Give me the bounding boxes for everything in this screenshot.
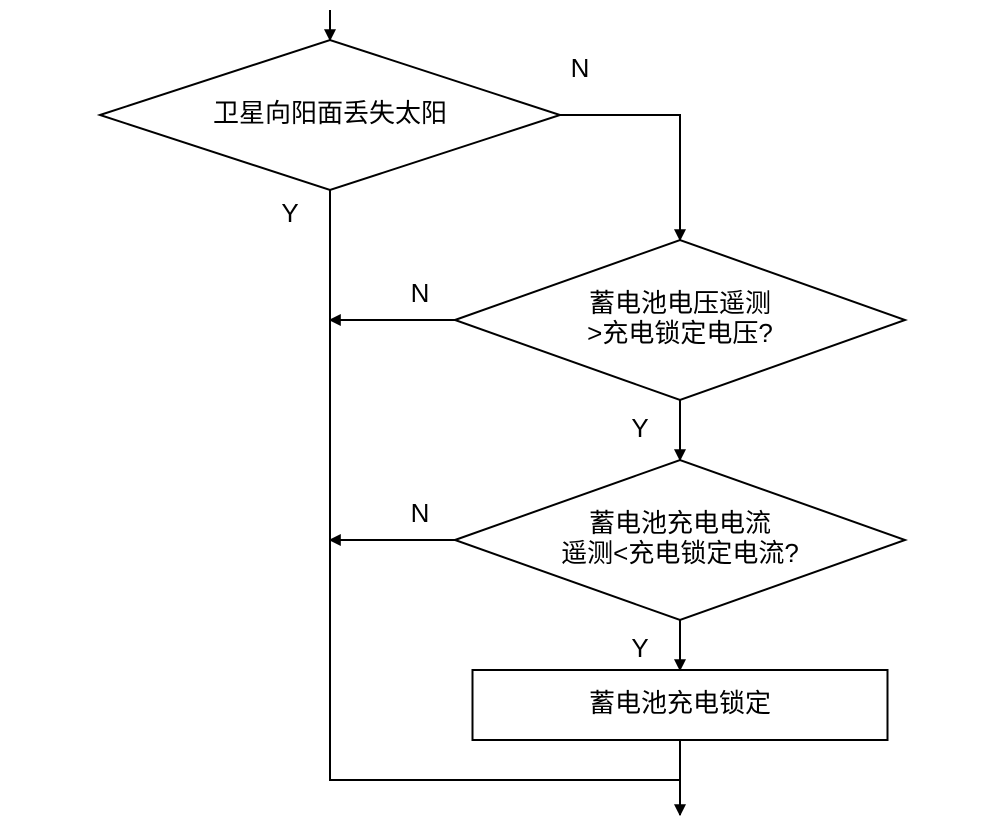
flowchart: N Y N Y N Y 卫星向阳面丢失太阳蓄电池电压遥测>充电锁定电压? 蓄电池充电电流遥测<… bbox=[0, 0, 1000, 832]
edge bbox=[560, 115, 680, 240]
edge-label: N bbox=[411, 278, 430, 308]
edge-label: Y bbox=[631, 413, 648, 443]
edge-label: N bbox=[411, 498, 430, 528]
node-text: 卫星向阳面丢失太阳 bbox=[213, 98, 447, 128]
node-text: >充电锁定电压? bbox=[587, 318, 773, 348]
node-text: 遥测<充电锁定电流? bbox=[561, 538, 799, 568]
edge-label: Y bbox=[631, 633, 648, 663]
edge-label: Y bbox=[281, 198, 298, 228]
node-text: 蓄电池充电锁定 bbox=[589, 688, 771, 718]
edge-label: N bbox=[571, 53, 590, 83]
node-text: 蓄电池电压遥测 bbox=[589, 288, 771, 318]
node-text: 蓄电池充电电流 bbox=[589, 508, 771, 538]
